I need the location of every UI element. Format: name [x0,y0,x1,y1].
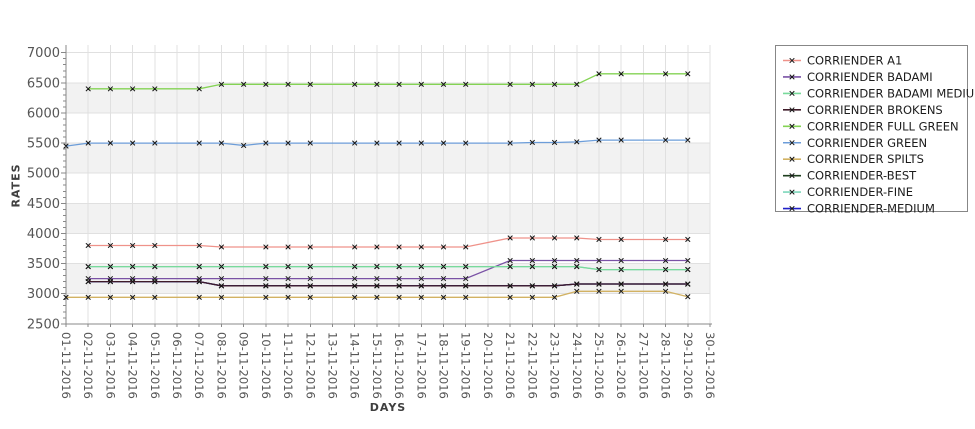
svg-text:05-11-2016: 05-11-2016 [148,332,162,399]
legend-label: CORRIENDER-FINE [807,185,913,199]
svg-text:14-11-2016: 14-11-2016 [348,332,362,399]
legend-item-corriender-spilts: CORRIENDER SPILTS [783,152,924,166]
legend-label: CORRIENDER-MEDIUM [807,202,935,216]
plot-bands [66,82,710,294]
svg-text:02-11-2016: 02-11-2016 [81,332,95,399]
axes [61,45,712,327]
x-axis-title: DAYS [369,401,407,414]
svg-text:21-11-2016: 21-11-2016 [503,332,517,399]
legend-item-corriender-badami-medium: CORRIENDER BADAMI MEDIUM [783,86,975,100]
svg-text:26-11-2016: 26-11-2016 [614,332,628,399]
series-line-corriender-a1 [88,237,688,248]
svg-text:28-11-2016: 28-11-2016 [659,332,673,399]
svg-text:2500: 2500 [27,317,60,332]
svg-text:15-11-2016: 15-11-2016 [370,332,384,399]
svg-text:30-11-2016: 30-11-2016 [703,332,717,399]
legend-marker-x-icon [789,107,795,113]
legend-label: CORRIENDER BROKENS [807,103,943,117]
x-axis-tick-labels: 01-11-2016 02-11-2016 03-11-2016 04-11-2016… [59,332,717,399]
legend-label: CORRIENDER-BEST [807,169,917,183]
legend-marker-x-icon [789,189,795,195]
legend-item-corriender-badami: CORRIENDER BADAMI [783,70,933,84]
svg-text:18-11-2016: 18-11-2016 [437,332,451,399]
legend-item-corriender-medium: CORRIENDER-MEDIUM [783,202,935,216]
series-markers-corriender-brokens [85,278,691,289]
legend-item-corriender-brokens: CORRIENDER BROKENS [783,103,943,117]
series-markers-corriender-spilts [63,288,691,300]
gridlines [65,45,711,325]
legend-marker-x-icon [789,74,795,80]
legend-item-corriender-full-green: CORRIENDER FULL GREEN [783,119,959,133]
series-lines [63,71,691,300]
legend-label: CORRIENDER GREEN [807,136,927,150]
svg-text:06-11-2016: 06-11-2016 [170,332,184,399]
svg-text:10-11-2016: 10-11-2016 [259,332,273,399]
svg-text:13-11-2016: 13-11-2016 [325,332,339,399]
y-axis-tick-labels: 2500 3000 3500 4000 4500 5000 5500 6000 6500 7000 [27,46,60,332]
svg-text:6000: 6000 [27,106,60,121]
svg-text:23-11-2016: 23-11-2016 [548,332,562,399]
legend-item-corriender-fine: CORRIENDER-FINE [783,185,913,199]
svg-text:24-11-2016: 24-11-2016 [570,332,584,399]
series-line-corriender-spilts [66,290,688,298]
svg-text:19-11-2016: 19-11-2016 [459,332,473,399]
svg-text:3000: 3000 [27,287,60,302]
svg-text:17-11-2016: 17-11-2016 [414,332,428,399]
svg-text:29-11-2016: 29-11-2016 [681,332,695,399]
svg-text:07-11-2016: 07-11-2016 [192,332,206,399]
legend-marker-x-icon [789,140,795,146]
svg-text:03-11-2016: 03-11-2016 [103,332,117,399]
series-markers-corriender-a1 [85,235,691,250]
series-markers-corriender-badami-medium [85,263,691,273]
legend-marker-x-icon [789,90,795,97]
legend-marker-x-icon [789,123,795,129]
legend-marker-x-icon [789,205,795,212]
svg-text:4000: 4000 [27,227,60,242]
series-markers-corriender-badami [85,257,691,282]
legend-item-corriender-best: CORRIENDER-BEST [783,169,917,183]
legend-marker-x-icon [789,156,795,162]
svg-text:04-11-2016: 04-11-2016 [126,332,140,399]
legend-label: CORRIENDER SPILTS [807,152,924,166]
svg-text:7000: 7000 [27,46,60,61]
svg-text:22-11-2016: 22-11-2016 [525,332,539,399]
svg-text:08-11-2016: 08-11-2016 [214,332,228,399]
legend-label: CORRIENDER BADAMI MEDIUM [807,86,975,100]
legend-label: CORRIENDER FULL GREEN [807,119,959,133]
series-markers-corriender-full-green [85,71,691,92]
legend-item-corriender-green: CORRIENDER GREEN [783,136,927,150]
legend-marker-x-icon [789,57,795,64]
legend: CORRIENDER A1 CORRIENDER BADAMI CORRIENDER… [775,45,975,216]
svg-text:6500: 6500 [27,76,60,91]
y-axis-title: RATES [9,163,23,208]
svg-text:16-11-2016: 16-11-2016 [392,332,406,399]
legend-marker-x-icon [789,172,795,179]
legend-item-corriender-a1: CORRIENDER A1 [783,54,902,68]
svg-text:09-11-2016: 09-11-2016 [237,332,251,399]
svg-text:27-11-2016: 27-11-2016 [636,332,650,399]
svg-text:12-11-2016: 12-11-2016 [303,332,317,399]
svg-text:5000: 5000 [27,167,60,182]
series-line-corriender-full-green [88,73,688,90]
svg-text:11-11-2016: 11-11-2016 [281,332,295,399]
legend-label: CORRIENDER BADAMI [807,70,933,84]
svg-text:01-11-2016: 01-11-2016 [59,332,73,399]
svg-text:20-11-2016: 20-11-2016 [481,332,495,399]
legend-label: CORRIENDER A1 [807,54,902,68]
legend-box [775,45,968,212]
series-markers-corriender-green [63,137,691,149]
svg-text:3500: 3500 [27,257,60,272]
svg-text:4500: 4500 [27,197,60,212]
svg-text:25-11-2016: 25-11-2016 [592,332,606,399]
svg-text:5500: 5500 [27,137,60,152]
